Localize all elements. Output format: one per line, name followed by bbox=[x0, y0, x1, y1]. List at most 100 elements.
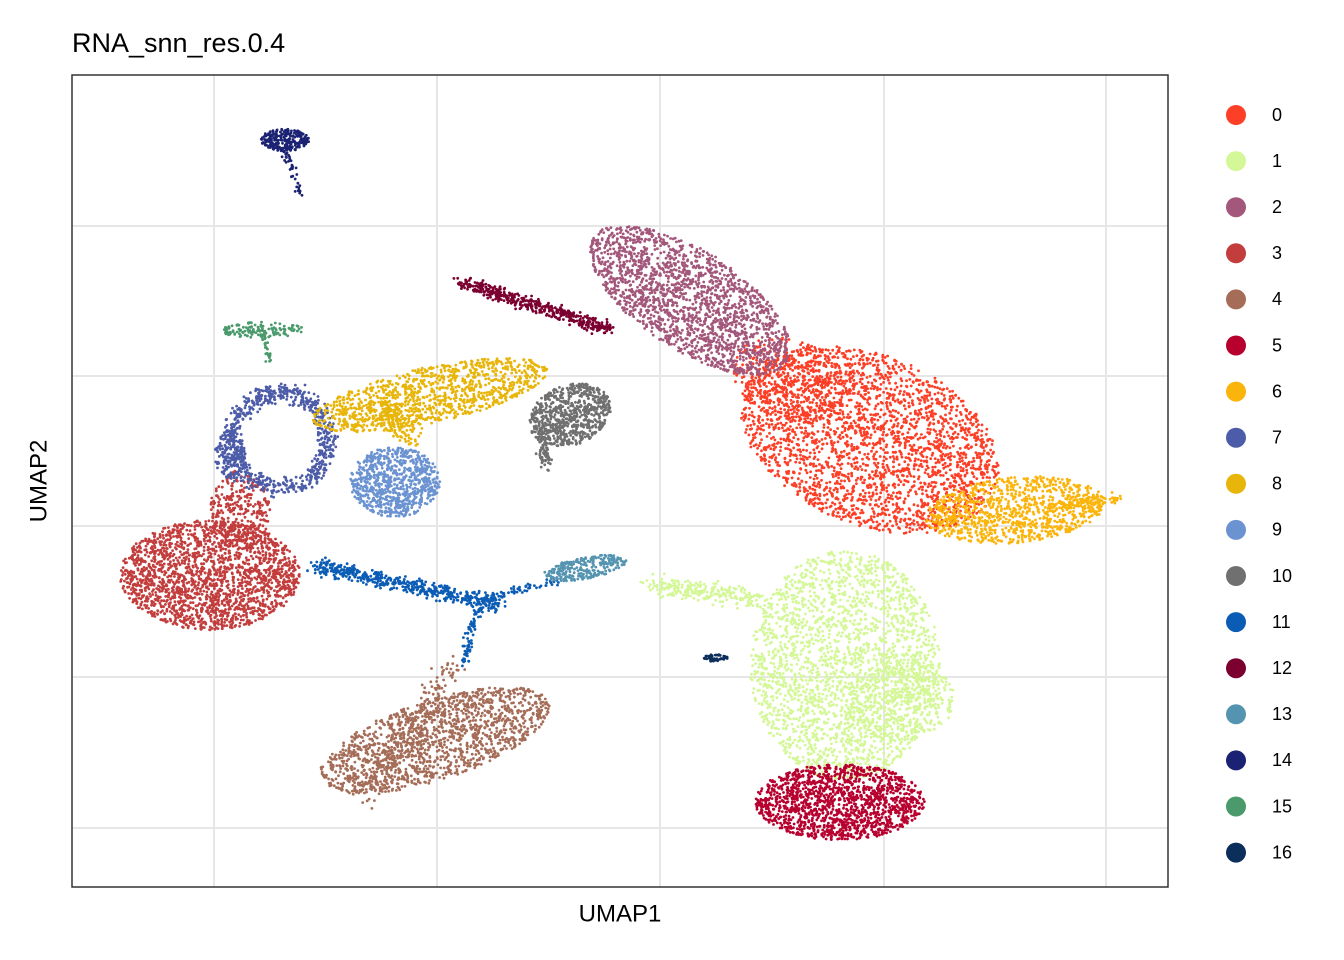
point bbox=[866, 452, 870, 456]
point bbox=[781, 370, 785, 374]
point bbox=[882, 377, 886, 381]
point bbox=[871, 470, 874, 474]
point bbox=[829, 625, 833, 629]
point bbox=[893, 451, 897, 454]
point bbox=[848, 619, 852, 623]
point bbox=[783, 364, 787, 368]
point bbox=[764, 462, 768, 466]
point bbox=[754, 376, 758, 380]
point bbox=[817, 369, 821, 373]
point bbox=[803, 660, 807, 664]
point bbox=[900, 455, 904, 459]
point bbox=[913, 655, 917, 658]
point bbox=[808, 463, 812, 466]
point bbox=[796, 393, 800, 397]
point bbox=[828, 436, 832, 439]
point bbox=[870, 449, 873, 453]
point bbox=[770, 615, 774, 619]
point bbox=[764, 400, 767, 403]
point bbox=[847, 492, 851, 496]
point bbox=[803, 743, 807, 747]
point bbox=[878, 376, 882, 380]
point bbox=[784, 685, 788, 688]
point bbox=[882, 448, 885, 452]
point bbox=[898, 392, 901, 396]
point bbox=[767, 381, 771, 384]
point bbox=[788, 587, 792, 591]
point bbox=[903, 602, 907, 606]
point bbox=[891, 642, 895, 645]
point bbox=[820, 396, 824, 399]
point bbox=[905, 629, 909, 633]
point bbox=[991, 468, 994, 472]
point bbox=[921, 382, 924, 386]
point bbox=[808, 486, 812, 490]
point bbox=[914, 434, 917, 437]
point bbox=[785, 668, 788, 672]
point bbox=[821, 634, 825, 638]
point bbox=[942, 481, 946, 485]
point bbox=[863, 740, 867, 743]
point bbox=[797, 683, 801, 687]
point bbox=[949, 485, 952, 489]
point bbox=[757, 419, 760, 423]
point bbox=[901, 432, 904, 436]
point bbox=[925, 414, 929, 418]
point bbox=[793, 693, 797, 697]
point bbox=[777, 616, 780, 619]
point bbox=[836, 412, 840, 415]
point bbox=[814, 698, 817, 702]
point bbox=[884, 421, 887, 425]
point bbox=[926, 503, 930, 507]
point bbox=[814, 380, 817, 383]
point bbox=[864, 625, 868, 628]
point bbox=[743, 398, 747, 402]
point bbox=[833, 432, 837, 436]
point bbox=[752, 634, 756, 637]
point bbox=[906, 523, 909, 527]
point bbox=[779, 437, 783, 441]
point bbox=[917, 477, 920, 481]
point bbox=[822, 488, 826, 492]
point bbox=[821, 416, 825, 420]
point bbox=[902, 420, 906, 424]
point bbox=[927, 440, 930, 443]
point bbox=[869, 735, 873, 739]
point bbox=[894, 381, 897, 385]
point bbox=[892, 460, 895, 464]
point bbox=[981, 476, 985, 480]
point bbox=[785, 625, 789, 628]
point bbox=[899, 517, 903, 521]
point bbox=[799, 587, 803, 590]
point bbox=[856, 468, 860, 471]
point bbox=[907, 401, 911, 405]
point bbox=[785, 606, 789, 610]
point bbox=[798, 372, 802, 376]
point bbox=[874, 471, 878, 475]
point bbox=[828, 628, 831, 632]
point bbox=[778, 741, 782, 745]
point bbox=[914, 490, 917, 494]
point bbox=[767, 679, 771, 683]
point bbox=[785, 582, 788, 586]
point bbox=[770, 338, 774, 342]
point bbox=[831, 446, 835, 450]
point bbox=[806, 364, 810, 368]
point bbox=[768, 631, 772, 635]
point bbox=[896, 475, 900, 479]
point bbox=[873, 739, 876, 743]
point bbox=[816, 628, 819, 631]
point bbox=[767, 653, 771, 657]
point bbox=[778, 683, 782, 687]
point bbox=[921, 492, 924, 496]
point bbox=[806, 489, 809, 493]
point bbox=[927, 635, 931, 639]
point bbox=[819, 559, 823, 563]
point bbox=[864, 651, 867, 655]
point bbox=[944, 446, 948, 450]
point bbox=[747, 392, 751, 396]
point bbox=[887, 396, 891, 400]
point bbox=[921, 436, 925, 440]
point bbox=[898, 444, 901, 447]
point bbox=[876, 418, 880, 422]
